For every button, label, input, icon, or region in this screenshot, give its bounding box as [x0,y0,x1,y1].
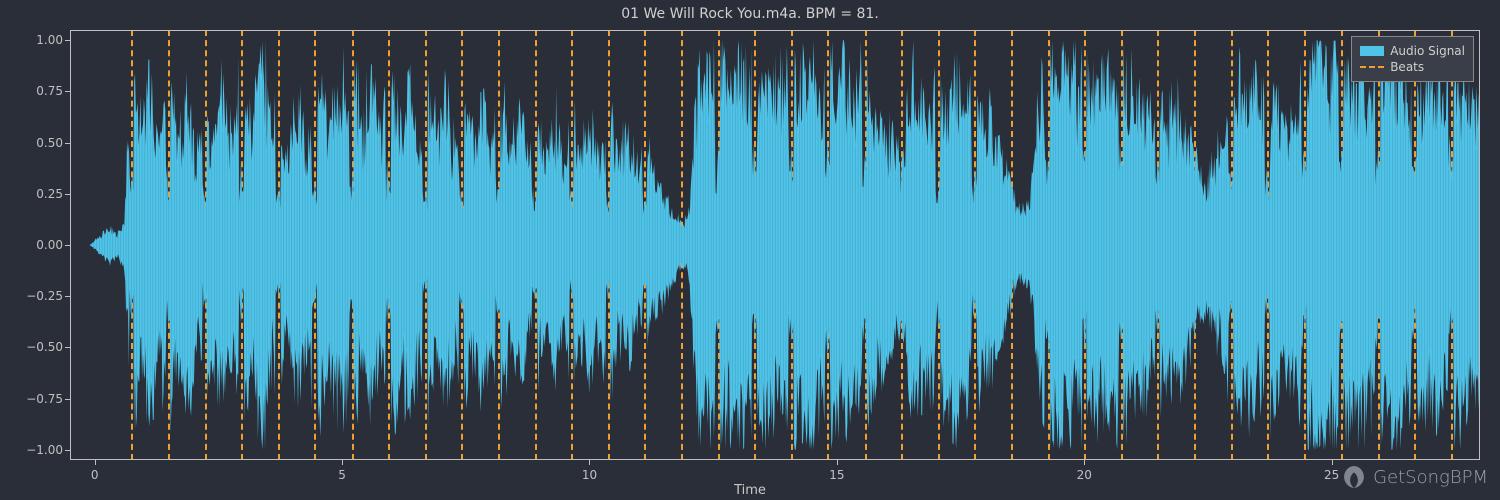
y-tick [65,194,70,195]
chart-title: 01 We Will Rock You.m4a. BPM = 81. [0,6,1500,22]
y-tick [65,91,70,92]
y-tick-label: −0.50 [8,340,63,354]
y-tick [65,450,70,451]
legend-row-beats: Beats [1360,60,1465,74]
x-tick-label: 20 [1077,468,1092,482]
legend-label-audio: Audio Signal [1390,44,1465,58]
x-tick [837,460,838,465]
x-tick-label: 0 [91,468,99,482]
x-tick-label: 10 [582,468,597,482]
legend: Audio Signal Beats [1351,36,1474,82]
x-tick [95,460,96,465]
legend-swatch-beats [1360,66,1384,68]
x-tick-label: 25 [1324,468,1339,482]
y-tick [65,399,70,400]
plot-area: Audio Signal Beats [70,30,1480,460]
audio-waveform [70,40,1480,450]
y-tick [65,245,70,246]
x-tick-label: 5 [338,468,346,482]
watermark-logo-icon [1341,464,1367,490]
y-tick-label: 0.50 [8,136,63,150]
axis-spine-right [1479,30,1480,460]
legend-label-beats: Beats [1390,60,1424,74]
watermark: GetSongBPM [1341,464,1488,490]
y-tick [65,347,70,348]
y-tick-label: −1.00 [8,443,63,457]
y-tick-label: 1.00 [8,33,63,47]
y-tick-label: −0.75 [8,392,63,406]
waveform-svg [70,30,1480,460]
axis-spine-top [70,30,1480,31]
x-tick [1332,460,1333,465]
watermark-text: GetSongBPM [1373,467,1488,488]
y-tick-label: 0.75 [8,84,63,98]
x-tick-label: 15 [829,468,844,482]
legend-swatch-audio [1360,46,1384,56]
x-axis-title: Time [0,483,1500,498]
x-tick [342,460,343,465]
y-tick [65,143,70,144]
legend-row-audio: Audio Signal [1360,44,1465,58]
y-tick [65,40,70,41]
y-tick-label: 0.25 [8,187,63,201]
y-tick [65,296,70,297]
y-tick-label: −0.25 [8,289,63,303]
x-tick [1084,460,1085,465]
axis-spine-bottom [70,459,1480,460]
x-tick [589,460,590,465]
axis-spine-left [70,30,71,460]
y-tick-label: 0.00 [8,238,63,252]
